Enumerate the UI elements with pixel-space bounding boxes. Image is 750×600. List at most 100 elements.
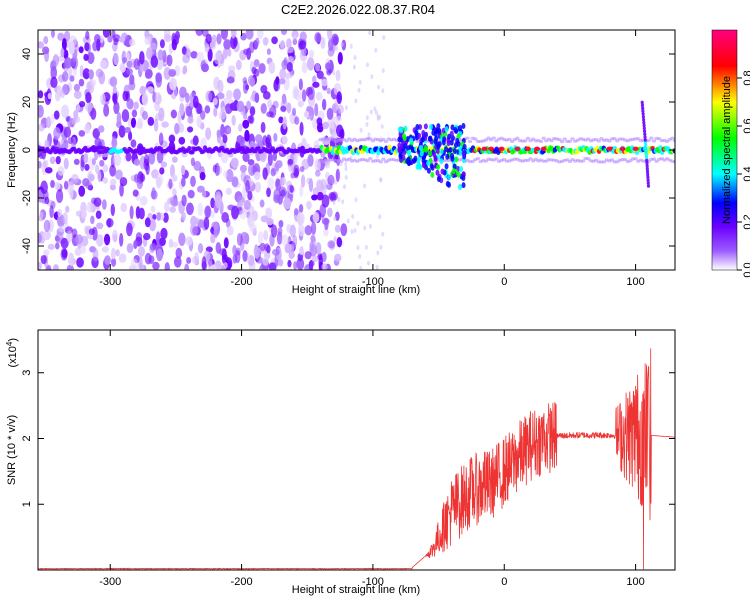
heatmap-cell (642, 126, 646, 131)
heatmap-cell (111, 137, 118, 149)
heatmap-cell (135, 232, 143, 242)
heatmap-cell (149, 42, 157, 51)
heatmap-cell (287, 158, 294, 166)
heatmap-cell (312, 75, 317, 84)
heatmap-cell (83, 53, 89, 62)
heatmap-cell (43, 249, 50, 256)
heatmap-cell (400, 143, 405, 150)
heatmap-cell (52, 54, 60, 67)
heatmap-cell (286, 61, 293, 72)
heatmap-cell (316, 180, 324, 192)
heatmap-cell (363, 225, 367, 231)
snr-multiplier-base: (x10 (7, 346, 19, 367)
heatmap-cell (301, 89, 307, 102)
heatmap-cell (334, 179, 338, 185)
heatmap-cell (111, 94, 117, 103)
heatmap-cell (259, 242, 266, 252)
heatmap-cell (71, 173, 79, 184)
heatmap-cell (315, 91, 323, 101)
heatmap-cell (540, 146, 547, 151)
heatmap-cell (423, 144, 428, 151)
heatmap-cell (275, 178, 282, 191)
heatmap-cell (60, 237, 69, 249)
heatmap-cell (321, 263, 328, 270)
heatmap-cell (436, 123, 441, 130)
heatmap-cell (122, 90, 129, 102)
snr-x-tick-label: -300 (99, 576, 121, 588)
heatmap-cell (181, 194, 187, 207)
heatmap-cell (78, 100, 86, 108)
heatmap-cell (158, 107, 165, 122)
spectrogram-x-ticks: -300 -200 -100 0 100 (99, 30, 645, 288)
heatmap-cell (378, 214, 382, 220)
heatmap-cell (50, 113, 55, 125)
heatmap-cell (227, 48, 232, 57)
heatmap-cell (239, 164, 248, 173)
heatmap-cell (528, 157, 533, 161)
heatmap-cell (646, 178, 650, 183)
heatmap-cell (278, 258, 284, 267)
heatmap-cell (130, 139, 137, 148)
heatmap-cell (90, 107, 97, 120)
heatmap-cell (586, 137, 591, 141)
spectrogram-y-tick-label: 20 (21, 96, 33, 108)
heatmap-cell (157, 49, 164, 61)
heatmap-cell (644, 152, 648, 157)
heatmap-cell (278, 116, 284, 124)
heatmap-cell (121, 109, 130, 123)
heatmap-cell (354, 197, 358, 203)
heatmap-cell (126, 68, 134, 75)
heatmap-cell (451, 168, 456, 175)
heatmap-cell (46, 116, 52, 129)
heatmap-cell (38, 123, 45, 132)
heatmap-cell (150, 190, 158, 200)
heatmap-cell (124, 127, 131, 134)
heatmap-cell (55, 242, 60, 250)
heatmap-cell (418, 144, 423, 151)
heatmap-cell (114, 169, 123, 180)
heatmap-cell (204, 205, 212, 219)
heatmap-cell (90, 79, 97, 87)
heatmap-cell (266, 187, 271, 198)
heatmap-cell (138, 207, 145, 220)
heatmap-cell (213, 221, 219, 231)
heatmap-cell (139, 173, 146, 182)
heatmap-cell (230, 30, 237, 39)
heatmap-cell (247, 190, 253, 201)
heatmap-cell (334, 100, 338, 106)
heatmap-cell (311, 255, 319, 263)
heatmap-cell (257, 231, 264, 244)
heatmap-cell (210, 233, 216, 244)
heatmap-cell (126, 222, 133, 237)
heatmap-cell (292, 234, 298, 248)
heatmap-cell (138, 256, 143, 270)
heatmap-cell (299, 185, 304, 198)
snr-y-tick-label: 3 (21, 370, 33, 376)
heatmap-cell (368, 30, 372, 36)
heatmap-cell (275, 76, 280, 85)
heatmap-cell (62, 212, 68, 225)
heatmap-cell (293, 261, 298, 270)
heatmap-cell (672, 160, 675, 164)
heatmap-cell (88, 228, 95, 236)
heatmap-cell (88, 173, 95, 182)
heatmap-cell (83, 152, 89, 164)
heatmap-cell (150, 55, 159, 68)
heatmap-cell (432, 151, 437, 158)
heatmap-cell (61, 248, 68, 259)
heatmap-cell (109, 164, 117, 177)
heatmap-cell (267, 152, 273, 167)
snr-series-line (38, 348, 675, 570)
heatmap-cell (632, 146, 639, 151)
heatmap-cell (436, 175, 441, 182)
heatmap-cell (332, 200, 336, 206)
heatmap-cell (321, 217, 330, 225)
heatmap-cell (278, 78, 286, 85)
heatmap-cell (192, 226, 199, 236)
heatmap-cell (196, 51, 205, 62)
heatmap-cell (137, 246, 146, 257)
heatmap-cell (55, 156, 61, 165)
heatmap-cell (645, 158, 649, 162)
heatmap-cell (109, 76, 118, 88)
